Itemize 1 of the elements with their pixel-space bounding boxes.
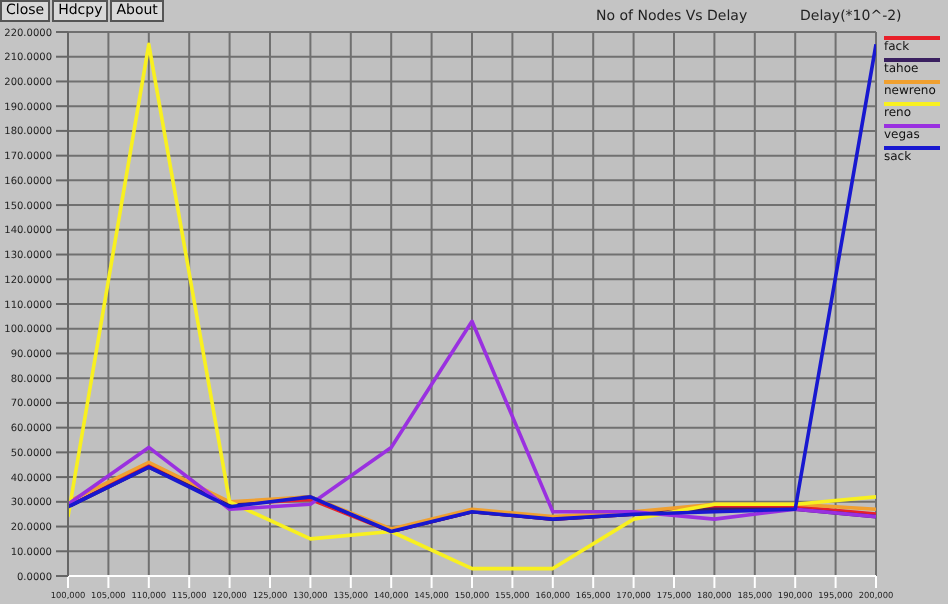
line-series xyxy=(68,319,876,521)
